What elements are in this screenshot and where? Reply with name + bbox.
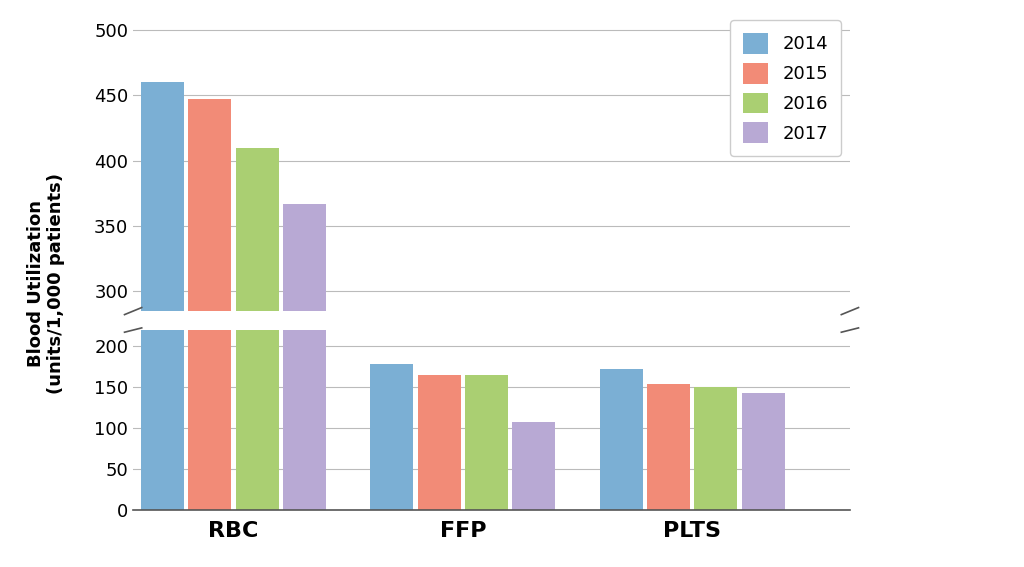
Bar: [188, 99, 231, 567]
Bar: [694, 387, 737, 510]
Bar: [236, 148, 279, 567]
Bar: [141, 133, 184, 510]
Bar: [283, 204, 326, 567]
Bar: [694, 488, 737, 567]
Bar: [512, 422, 555, 510]
Bar: [741, 393, 784, 510]
Bar: [418, 375, 461, 510]
Bar: [512, 543, 555, 567]
Bar: [141, 82, 184, 567]
Bar: [371, 365, 414, 510]
Bar: [418, 468, 461, 567]
Bar: [188, 144, 231, 510]
Bar: [465, 375, 508, 510]
Bar: [647, 483, 690, 567]
Bar: [741, 497, 784, 567]
Bar: [371, 451, 414, 567]
Bar: [236, 175, 279, 510]
Bar: [647, 384, 690, 510]
Legend: 2014, 2015, 2016, 2017: 2014, 2015, 2016, 2017: [730, 20, 841, 156]
Bar: [283, 210, 326, 510]
Bar: [600, 369, 643, 510]
Bar: [465, 468, 508, 567]
Bar: [600, 459, 643, 567]
Text: Blood Utilization
(units/1,000 patients): Blood Utilization (units/1,000 patients): [27, 173, 66, 394]
